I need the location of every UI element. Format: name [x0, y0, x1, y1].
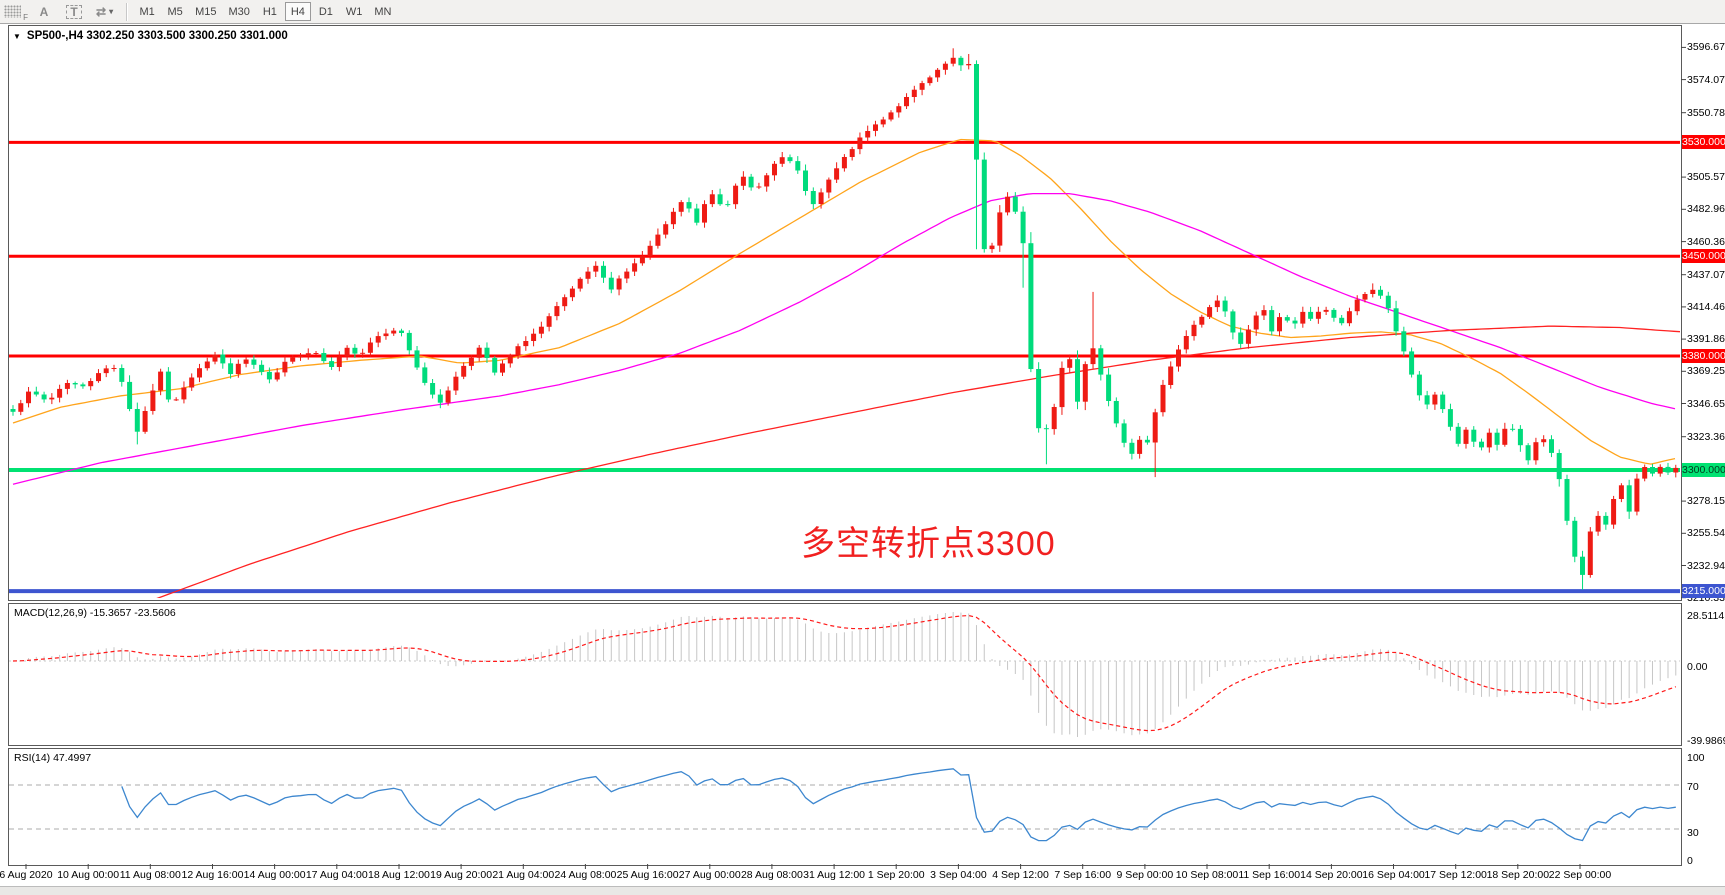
time-axis-label: 11 Sep 16:00 [1238, 869, 1301, 881]
macd-signal-line [12, 614, 1677, 732]
text-label-tool-button[interactable]: T [62, 2, 86, 21]
price-chart-panel[interactable] [8, 25, 1682, 601]
price-level-badge: 3450.000 [1682, 249, 1725, 264]
price-tick-label: 3437.070 [1687, 268, 1725, 281]
price-tick-label: 3550.780 [1687, 106, 1725, 119]
price-tick-label: 3278.150 [1687, 495, 1725, 508]
time-axis-label: 1 Sep 20:00 [867, 869, 925, 881]
timeframe-button-M30[interactable]: M30 [223, 2, 254, 21]
timeframe-button-D1[interactable]: D1 [313, 2, 339, 21]
time-axis-label: 14 Aug 00:00 [243, 869, 306, 881]
price-tick-label: 3414.465 [1687, 300, 1725, 313]
rsi-axis-label: 30 [1687, 827, 1699, 839]
timeframe-group: M1 M5 M15 M30 H1 H4 D1 W1 MN [133, 2, 397, 22]
time-axis-label: 24 Aug 08:00 [554, 869, 617, 881]
a-tool-button[interactable]: A [32, 2, 56, 21]
dropdown-caret-icon: ▾ [109, 7, 114, 16]
price-tick-label: 3482.965 [1687, 203, 1725, 216]
ma-slow-line [156, 325, 1680, 598]
time-axis-label: 9 Sep 00:00 [1116, 869, 1174, 881]
timeframe-button-M15[interactable]: M15 [190, 2, 221, 21]
window-bottom-strip [0, 886, 1725, 895]
timeframe-button-H1[interactable]: H1 [257, 2, 283, 21]
tile-arrows-icon: ⇄ [96, 4, 107, 19]
price-level-badge: 3215.000 [1682, 584, 1725, 599]
rsi-indicator-label: RSI(14) 47.4997 [14, 752, 92, 764]
time-axis-label: 18 Sep 20:00 [1486, 869, 1550, 881]
rsi-line [121, 768, 1676, 842]
rsi-panel[interactable] [8, 748, 1682, 866]
price-tick-label: 3460.360 [1687, 235, 1725, 248]
tile-windows-button[interactable]: ⇄ ▾ [92, 2, 117, 21]
time-axis-label: 12 Aug 16:00 [181, 869, 244, 881]
timeframe-button-W1[interactable]: W1 [341, 2, 368, 21]
timeframe-button-M5[interactable]: M5 [162, 2, 188, 21]
timeframe-button-M1[interactable]: M1 [134, 2, 160, 21]
price-level-badge: 3530.000 [1682, 135, 1725, 150]
time-axis-label: 17 Aug 04:00 [305, 869, 368, 881]
toolbar-separator [126, 2, 128, 21]
price-tick-label: 3574.070 [1687, 73, 1725, 86]
grip-f-label: F [23, 12, 28, 22]
time-axis-label: 17 Sep 12:00 [1424, 869, 1487, 881]
macd-axis-label: 28.5114 [1687, 610, 1725, 622]
time-axis-label: 10 Aug 00:00 [57, 869, 120, 881]
chart-text-annotation: 多空转折点3300 [801, 525, 1056, 563]
time-axis-label: 10 Sep 08:00 [1175, 869, 1239, 881]
time-axis-label: 3 Sep 04:00 [930, 869, 987, 881]
price-level-badge: 3380.000 [1682, 349, 1725, 364]
price-tick-label: 3596.675 [1687, 41, 1725, 54]
time-axis-label: 19 Aug 20:00 [430, 869, 493, 881]
time-axis-label: 28 Aug 08:00 [740, 869, 803, 881]
time-axis-label: 22 Sep 00:00 [1548, 869, 1612, 881]
ma-fast-line [12, 138, 1676, 465]
timeframe-button-MN[interactable]: MN [369, 2, 396, 21]
macd-axis-label: 0.00 [1687, 661, 1708, 673]
macd-indicator-label: MACD(12,26,9) -15.3657 -23.5606 [14, 607, 176, 619]
text-tool-icon: T [66, 4, 82, 19]
price-tick-label: 3346.650 [1687, 397, 1725, 410]
time-axis-label: 11 Aug 08:00 [119, 869, 181, 881]
symbol-ohlc-text: SP500-,H4 3302.250 3303.500 3300.250 330… [26, 30, 288, 42]
chart-info-line: ▼ SP500-,H4 3302.250 3303.500 3300.250 3… [13, 30, 288, 42]
price-tick-label: 3391.860 [1687, 333, 1725, 346]
rsi-axis-label: 70 [1687, 781, 1699, 793]
price-tick-label: 3369.255 [1687, 365, 1725, 378]
rsi-axis-label: 100 [1687, 752, 1705, 764]
rsi-axis-label: 0 [1687, 855, 1693, 867]
price-level-badge: 3300.000 [1682, 463, 1725, 477]
time-axis-label: 31 Aug 12:00 [803, 869, 866, 881]
dotted-grid-icon [4, 4, 21, 18]
collapse-triangle-icon[interactable]: ▼ [13, 31, 21, 41]
toolbar-grip-f-icon[interactable]: F [3, 4, 29, 22]
main-toolbar: F A T ⇄ ▾ M1 M5 M15 M30 H1 H4 D1 W1 MN [0, 0, 1725, 24]
time-axis-label: 18 Aug 12:00 [368, 869, 430, 881]
price-tick-label: 3255.545 [1687, 527, 1725, 540]
time-axis-label: 16 Sep 04:00 [1362, 869, 1425, 881]
time-axis-label: 25 Aug 16:00 [616, 869, 679, 881]
price-tick-label: 3323.360 [1687, 430, 1725, 443]
time-axis-label: 27 Aug 00:00 [678, 869, 741, 881]
time-axis-label: 21 Aug 04:00 [492, 869, 555, 881]
macd-axis-label: -39.9869 [1687, 735, 1725, 747]
timeframe-button-H4[interactable]: H4 [284, 2, 311, 22]
price-tick-label: 3232.940 [1687, 559, 1725, 572]
time-axis-label: 14 Sep 20:00 [1300, 869, 1363, 881]
macd-histogram [20, 612, 1677, 737]
time-axis-label: 7 Sep 16:00 [1054, 869, 1112, 881]
time-axis-label: 6 Aug 2020 [0, 869, 53, 881]
time-axis-label: 4 Sep 12:00 [992, 869, 1049, 881]
candles [10, 48, 1679, 590]
price-tick-label: 3505.570 [1687, 171, 1725, 184]
macd-panel[interactable] [8, 603, 1682, 746]
